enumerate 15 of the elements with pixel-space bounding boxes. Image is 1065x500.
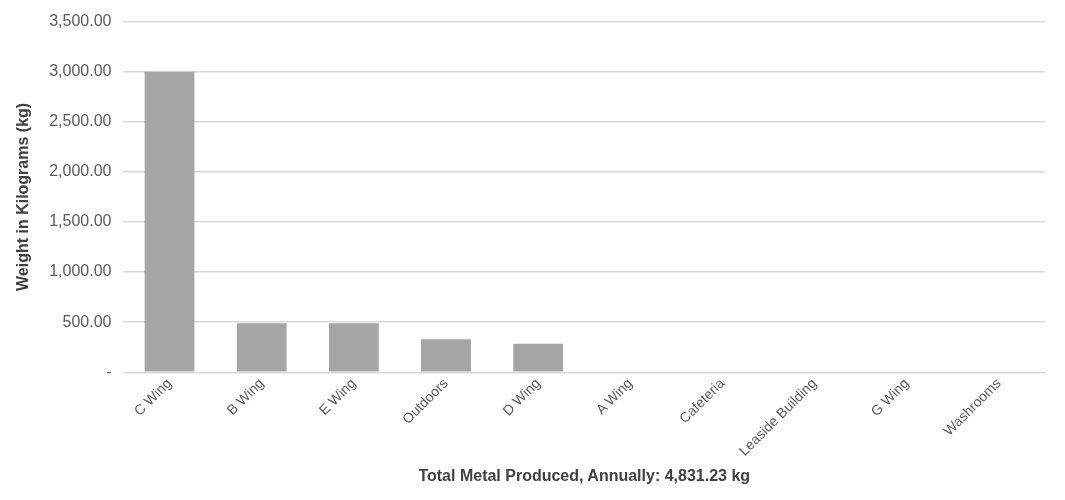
bar bbox=[513, 343, 564, 372]
y-tick-label: 1,500.00 bbox=[49, 212, 112, 230]
y-tick-label: 1,000.00 bbox=[49, 262, 112, 280]
y-axis-title: Weight in Kilograms (kg) bbox=[14, 102, 32, 292]
bar bbox=[328, 323, 379, 372]
y-tick-label: 3,000.00 bbox=[49, 62, 112, 80]
y-tick-label: 2,000.00 bbox=[49, 162, 112, 180]
x-axis-title: Total Metal Produced, Annually: 4,831.23 kg bbox=[418, 466, 751, 484]
y-tick-label: 3,500.00 bbox=[49, 12, 112, 30]
y-tick-label: 500.00 bbox=[62, 312, 112, 330]
y-tick-label: 2,500.00 bbox=[49, 112, 112, 130]
bar bbox=[144, 71, 195, 372]
y-tick-label: - bbox=[106, 362, 112, 380]
bar bbox=[236, 323, 287, 372]
bar bbox=[421, 339, 471, 372]
